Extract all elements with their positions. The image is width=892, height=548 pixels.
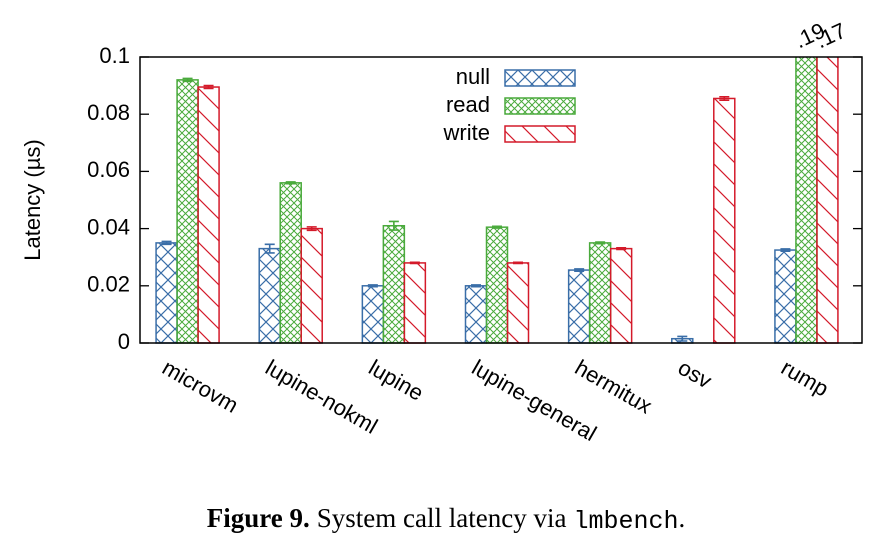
y-tick-label: 0.08: [87, 100, 130, 125]
bar: [403, 262, 427, 344]
error-bar: [513, 261, 523, 265]
error-bar: [203, 84, 214, 90]
bars: [155, 57, 839, 344]
error-bar: [780, 248, 791, 252]
legend-label: write: [443, 120, 490, 145]
x-tick-label: microvm: [158, 355, 242, 418]
y-tick-label: 0.02: [87, 272, 130, 297]
bar: [464, 285, 488, 344]
y-tick-label: 0: [118, 329, 130, 354]
error-bar: [492, 225, 502, 229]
legend-label: null: [456, 64, 490, 89]
plot-frame: [139, 56, 863, 344]
bar: [816, 57, 839, 344]
bar: [382, 224, 406, 344]
y-tick-label: 0.06: [87, 157, 130, 182]
error-bar: [306, 226, 317, 232]
bar: [300, 227, 323, 344]
bar: [176, 79, 199, 344]
x-tick-label: lupine-nokml: [261, 355, 382, 439]
error-bar: [161, 240, 172, 246]
bar: [279, 182, 302, 344]
bar: [506, 262, 530, 344]
legend-swatch: [504, 69, 576, 87]
bar: [197, 86, 220, 344]
x-tick-label: hermitux: [571, 355, 657, 419]
bar: [485, 226, 509, 344]
caption-label: Figure 9.: [207, 503, 310, 533]
bar: [258, 247, 281, 344]
error-bar: [182, 77, 193, 83]
error-bar: [264, 243, 275, 254]
legend-swatch: [504, 125, 576, 143]
error-bar: [616, 246, 627, 251]
error-bar: [574, 268, 585, 273]
error-bar: [367, 284, 378, 288]
caption: Figure 9. System call latency via lmbench.: [207, 503, 685, 535]
bar: [155, 242, 178, 344]
y-axis-label: Latency (µs): [20, 139, 45, 261]
bar: [588, 242, 612, 344]
bar: [361, 285, 385, 344]
caption-end: .: [678, 503, 685, 533]
error-bar: [677, 335, 688, 342]
error-bar: [388, 220, 399, 231]
error-bar: [285, 181, 296, 185]
bar: [567, 269, 591, 344]
bar: [795, 57, 818, 344]
y-tick-label: 0.1: [99, 43, 130, 68]
error-bar: [595, 241, 606, 245]
x-tick-label: lupine: [364, 355, 427, 406]
caption-text: System call latency via: [317, 503, 567, 533]
bar: [609, 247, 633, 344]
x-tick-label: rump: [777, 355, 833, 402]
error-bar: [719, 95, 730, 101]
y-tick-label: 0.04: [87, 214, 130, 239]
x-tick-label: osv: [674, 355, 716, 394]
error-bar: [471, 284, 481, 288]
error-bar: [409, 261, 420, 265]
caption-code: lmbench: [573, 507, 678, 536]
legend-label: read: [446, 92, 490, 117]
legend-swatch: [504, 97, 576, 115]
bar: [713, 97, 736, 344]
bar: [774, 249, 797, 344]
